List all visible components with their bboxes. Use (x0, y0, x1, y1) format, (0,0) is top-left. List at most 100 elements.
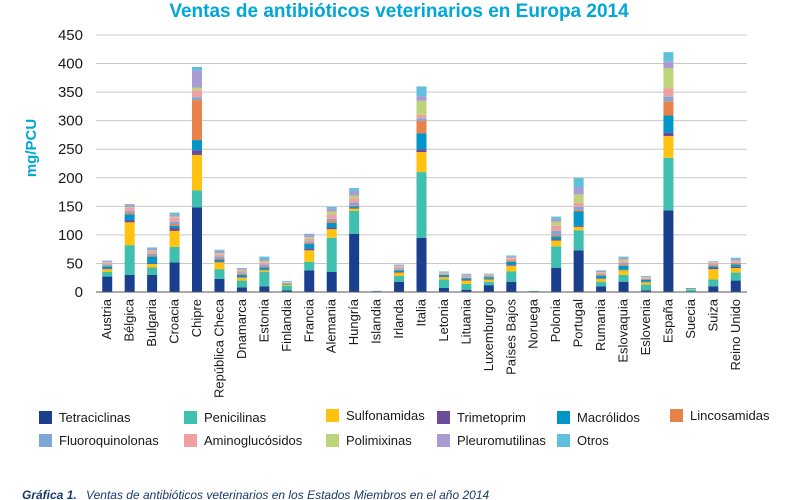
bar-segment (124, 214, 135, 221)
bar-segment (349, 233, 360, 292)
legend-label: Sulfonamidas (346, 408, 425, 423)
bar-segment (147, 250, 158, 252)
bar-segment (281, 281, 292, 283)
bar-segment (551, 234, 562, 237)
bar-segment (730, 259, 741, 261)
bar-segment (506, 255, 517, 257)
bar-segment (169, 212, 180, 215)
x-tick-label: Dnamarca (234, 298, 249, 359)
bar-segment (663, 136, 674, 158)
bar-segment (192, 154, 203, 191)
bar-segment (416, 96, 427, 101)
bar-segment (102, 264, 113, 266)
bar-segment (349, 198, 360, 203)
bar-segment (708, 266, 719, 269)
bar-segment (259, 286, 270, 292)
x-tick-label: Chipre (189, 299, 204, 337)
bar-segment (663, 52, 674, 62)
bar-segment (663, 88, 674, 97)
bar-segment (506, 257, 517, 259)
bar-segment (596, 281, 607, 287)
bar-segment (326, 222, 337, 228)
x-tick-label: Polonia (548, 298, 563, 342)
bar-segment (438, 279, 449, 289)
bar-segment (394, 264, 405, 266)
x-tick-label: Eslovenia (638, 298, 653, 355)
bar-segment (483, 285, 494, 292)
bar-segment (730, 280, 741, 292)
bar-segment (304, 234, 315, 238)
bar-segment (730, 263, 741, 265)
y-tick-label: 400 (58, 56, 83, 73)
bar-segment (618, 261, 629, 263)
bar-segment (618, 256, 629, 258)
bar-segment (573, 225, 584, 227)
x-tick-label: Islandia (369, 298, 384, 344)
bar-segment (551, 236, 562, 240)
bar-segment (438, 272, 449, 273)
bar-segment (640, 284, 651, 291)
y-tick-label: 250 (58, 141, 83, 158)
legend-swatch (184, 411, 197, 424)
bar-segment (416, 237, 427, 292)
bar-segment (192, 150, 203, 155)
bar-segment (596, 273, 607, 275)
bar-segment (618, 265, 629, 270)
bar-segment (640, 278, 651, 280)
bar-segment (461, 275, 472, 277)
x-tick-label: Reino Unido (728, 299, 743, 371)
bar-segment (214, 254, 225, 257)
bar-segment (349, 208, 360, 211)
bar-segment (551, 230, 562, 235)
bar-segment (169, 217, 180, 222)
legend-swatch (39, 434, 52, 447)
bar-segment (192, 100, 203, 141)
bar-segment (708, 286, 719, 292)
bar-segment (192, 90, 203, 98)
bar-segment (236, 272, 247, 274)
bar-segment (147, 267, 158, 275)
bar-segment (483, 281, 494, 286)
bar-segment (483, 275, 494, 277)
bar-segment (102, 260, 113, 262)
bar-segment (618, 270, 629, 275)
bar-segment (461, 278, 472, 281)
bar-segment (124, 206, 135, 209)
bar-segment (236, 280, 247, 288)
bar-segment (528, 290, 539, 292)
bar-segment (326, 272, 337, 292)
bar-segment (573, 194, 584, 203)
bar-segment (214, 262, 225, 270)
bar-segment (349, 208, 360, 209)
bar-segment (551, 239, 562, 241)
bar-segment (326, 237, 337, 273)
bar-segment (259, 266, 270, 268)
legend-label: Otros (577, 433, 609, 448)
bar-segment (102, 272, 113, 277)
x-tick-label: Letonia (436, 298, 451, 341)
bar-segment (416, 100, 427, 115)
bar-segment (394, 272, 405, 273)
bar-segment (438, 274, 449, 275)
y-axis-label: mg/PCU (23, 119, 40, 177)
bar-segment (708, 279, 719, 287)
bar-segment (304, 238, 315, 242)
bar-segment (438, 274, 449, 277)
x-tick-label: Países Bajos (503, 299, 518, 375)
bar-segment (326, 208, 337, 212)
bar-segment (483, 277, 494, 279)
bar-segment (281, 285, 292, 291)
bar-segment (236, 273, 247, 275)
bar-segment (640, 276, 651, 278)
bar-segment (663, 115, 674, 133)
bar-segment (663, 157, 674, 211)
bar-segment (304, 244, 315, 249)
y-axis-ticks: 0 50 100 150 200 250 300 350 400 450 (58, 27, 83, 301)
bar-segment (506, 256, 517, 258)
bar-segment (236, 277, 247, 278)
bar-segment (304, 241, 315, 243)
bar-segment (483, 279, 494, 282)
legend-swatch (437, 411, 450, 424)
x-tick-label: Portugal (571, 299, 586, 348)
bar-segment (438, 288, 449, 292)
